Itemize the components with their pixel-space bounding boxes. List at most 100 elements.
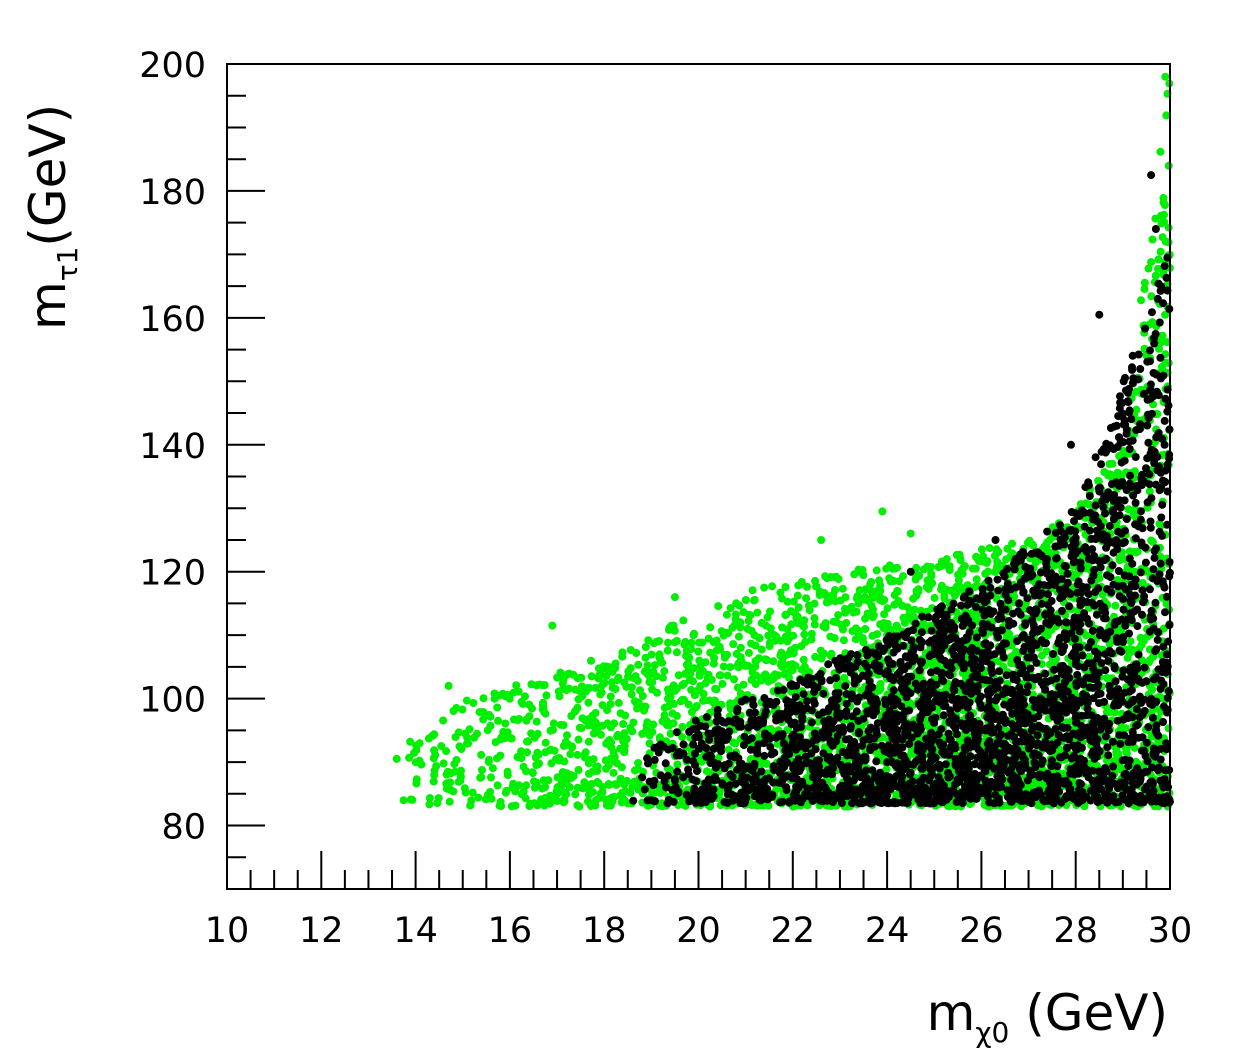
data-point xyxy=(663,646,672,655)
data-point xyxy=(546,791,555,800)
data-point xyxy=(1103,674,1112,682)
data-point xyxy=(807,629,816,638)
data-point xyxy=(602,764,610,773)
data-point xyxy=(668,709,677,718)
data-point xyxy=(647,650,656,659)
data-point xyxy=(763,613,772,622)
data-point xyxy=(643,661,652,670)
data-point xyxy=(997,782,1006,791)
data-point xyxy=(919,565,928,574)
data-point xyxy=(883,604,892,613)
data-point xyxy=(406,737,415,746)
data-point xyxy=(449,787,458,796)
data-point xyxy=(573,783,582,792)
data-point xyxy=(846,724,855,733)
data-point xyxy=(776,660,785,669)
data-point xyxy=(699,689,708,698)
data-point xyxy=(581,748,590,757)
data-point xyxy=(1159,198,1168,207)
data-point xyxy=(399,796,408,805)
data-point xyxy=(1136,420,1145,429)
data-point xyxy=(665,624,674,632)
data-point xyxy=(611,659,620,668)
data-point xyxy=(574,695,583,704)
data-point xyxy=(1137,507,1145,516)
data-point xyxy=(535,759,543,768)
data-point xyxy=(670,638,679,647)
data-point xyxy=(587,780,596,788)
data-point xyxy=(1156,147,1165,156)
data-point xyxy=(1145,487,1154,496)
data-point xyxy=(1140,278,1149,287)
data-point xyxy=(1156,559,1165,568)
data-point xyxy=(494,716,503,725)
data-point xyxy=(1158,476,1167,485)
data-point xyxy=(1150,553,1159,562)
data-point xyxy=(578,714,587,723)
data-point xyxy=(982,558,991,567)
data-point xyxy=(673,760,682,769)
data-point xyxy=(613,732,622,741)
data-point xyxy=(875,576,884,585)
data-point xyxy=(873,586,882,595)
data-point xyxy=(1149,713,1157,722)
data-point xyxy=(781,583,790,591)
data-point xyxy=(930,593,939,602)
data-point xyxy=(753,745,761,754)
data-point xyxy=(734,663,743,672)
data-point xyxy=(872,757,881,766)
data-point xyxy=(594,779,603,787)
data-point xyxy=(940,626,949,635)
data-point xyxy=(890,591,899,599)
data-point xyxy=(619,720,628,728)
data-point xyxy=(915,571,924,580)
data-point xyxy=(689,664,698,673)
data-point xyxy=(458,705,467,714)
data-point xyxy=(723,671,732,680)
data-point xyxy=(743,624,752,633)
data-point xyxy=(488,764,497,773)
data-point xyxy=(698,638,707,647)
data-point xyxy=(479,694,488,703)
data-point xyxy=(425,794,434,803)
data-point xyxy=(610,792,619,801)
data-point xyxy=(1160,210,1168,219)
data-point xyxy=(511,801,520,810)
data-point xyxy=(736,643,745,652)
data-point xyxy=(462,696,471,705)
data-point xyxy=(1111,627,1120,636)
data-point xyxy=(824,660,833,669)
data-point xyxy=(442,747,451,756)
data-point xyxy=(826,573,835,581)
data-point xyxy=(563,769,571,778)
data-point xyxy=(660,711,669,720)
data-point xyxy=(817,536,826,544)
data-point xyxy=(522,781,531,790)
data-point xyxy=(1063,578,1072,587)
data-point xyxy=(765,638,774,647)
data-point xyxy=(1111,677,1120,686)
data-point xyxy=(1147,292,1156,301)
data-point xyxy=(750,759,759,768)
data-point xyxy=(1032,605,1040,614)
data-point xyxy=(1120,571,1129,580)
data-point xyxy=(1161,310,1170,319)
data-point xyxy=(1033,731,1042,740)
data-point xyxy=(495,801,504,810)
data-point xyxy=(747,675,756,684)
data-point xyxy=(680,695,688,704)
data-point xyxy=(1138,610,1146,619)
data-point xyxy=(817,654,826,663)
data-point xyxy=(642,721,651,730)
data-point xyxy=(1149,565,1158,574)
data-point xyxy=(769,657,778,666)
data-point xyxy=(522,767,530,776)
data-point xyxy=(548,621,557,630)
data-point xyxy=(945,562,954,571)
data-point xyxy=(748,586,757,595)
data-point xyxy=(476,773,485,782)
data-point xyxy=(1067,508,1076,516)
data-point xyxy=(1144,438,1153,447)
data-point xyxy=(525,700,534,709)
